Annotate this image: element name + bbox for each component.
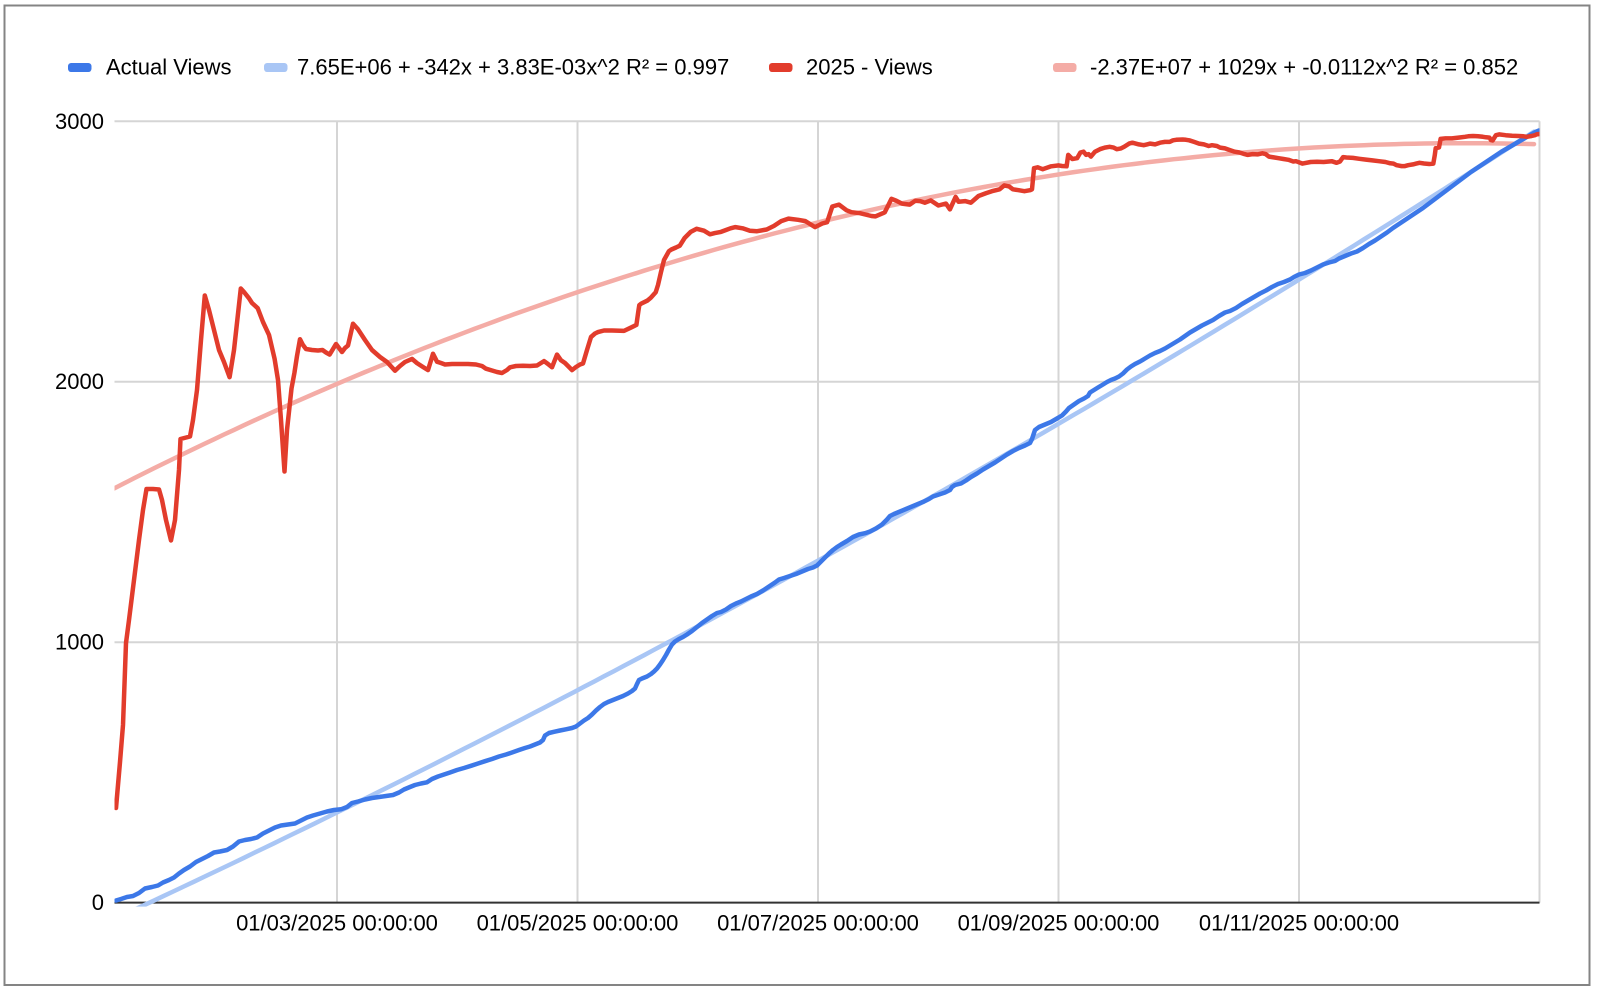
svg-text:0: 0 — [92, 890, 104, 915]
svg-text:01/09/2025 00:00:00: 01/09/2025 00:00:00 — [958, 911, 1160, 936]
svg-text:7.65E+06 + -342x + 3.83E-03x^2: 7.65E+06 + -342x + 3.83E-03x^2 R² = 0.99… — [297, 55, 729, 80]
svg-text:3000: 3000 — [55, 109, 104, 134]
svg-text:01/11/2025 00:00:00: 01/11/2025 00:00:00 — [1199, 911, 1399, 936]
svg-text:2025 - Views: 2025 - Views — [806, 55, 933, 80]
svg-text:01/05/2025 00:00:00: 01/05/2025 00:00:00 — [477, 911, 679, 936]
svg-text:-2.37E+07 + 1029x + -0.0112x^2: -2.37E+07 + 1029x + -0.0112x^2 R² = 0.85… — [1090, 55, 1518, 80]
svg-text:1000: 1000 — [55, 630, 104, 655]
svg-text:01/07/2025 00:00:00: 01/07/2025 00:00:00 — [717, 911, 919, 936]
svg-text:Actual Views: Actual Views — [106, 55, 232, 80]
svg-text:2000: 2000 — [55, 369, 104, 394]
svg-text:01/03/2025 00:00:00: 01/03/2025 00:00:00 — [236, 911, 438, 936]
